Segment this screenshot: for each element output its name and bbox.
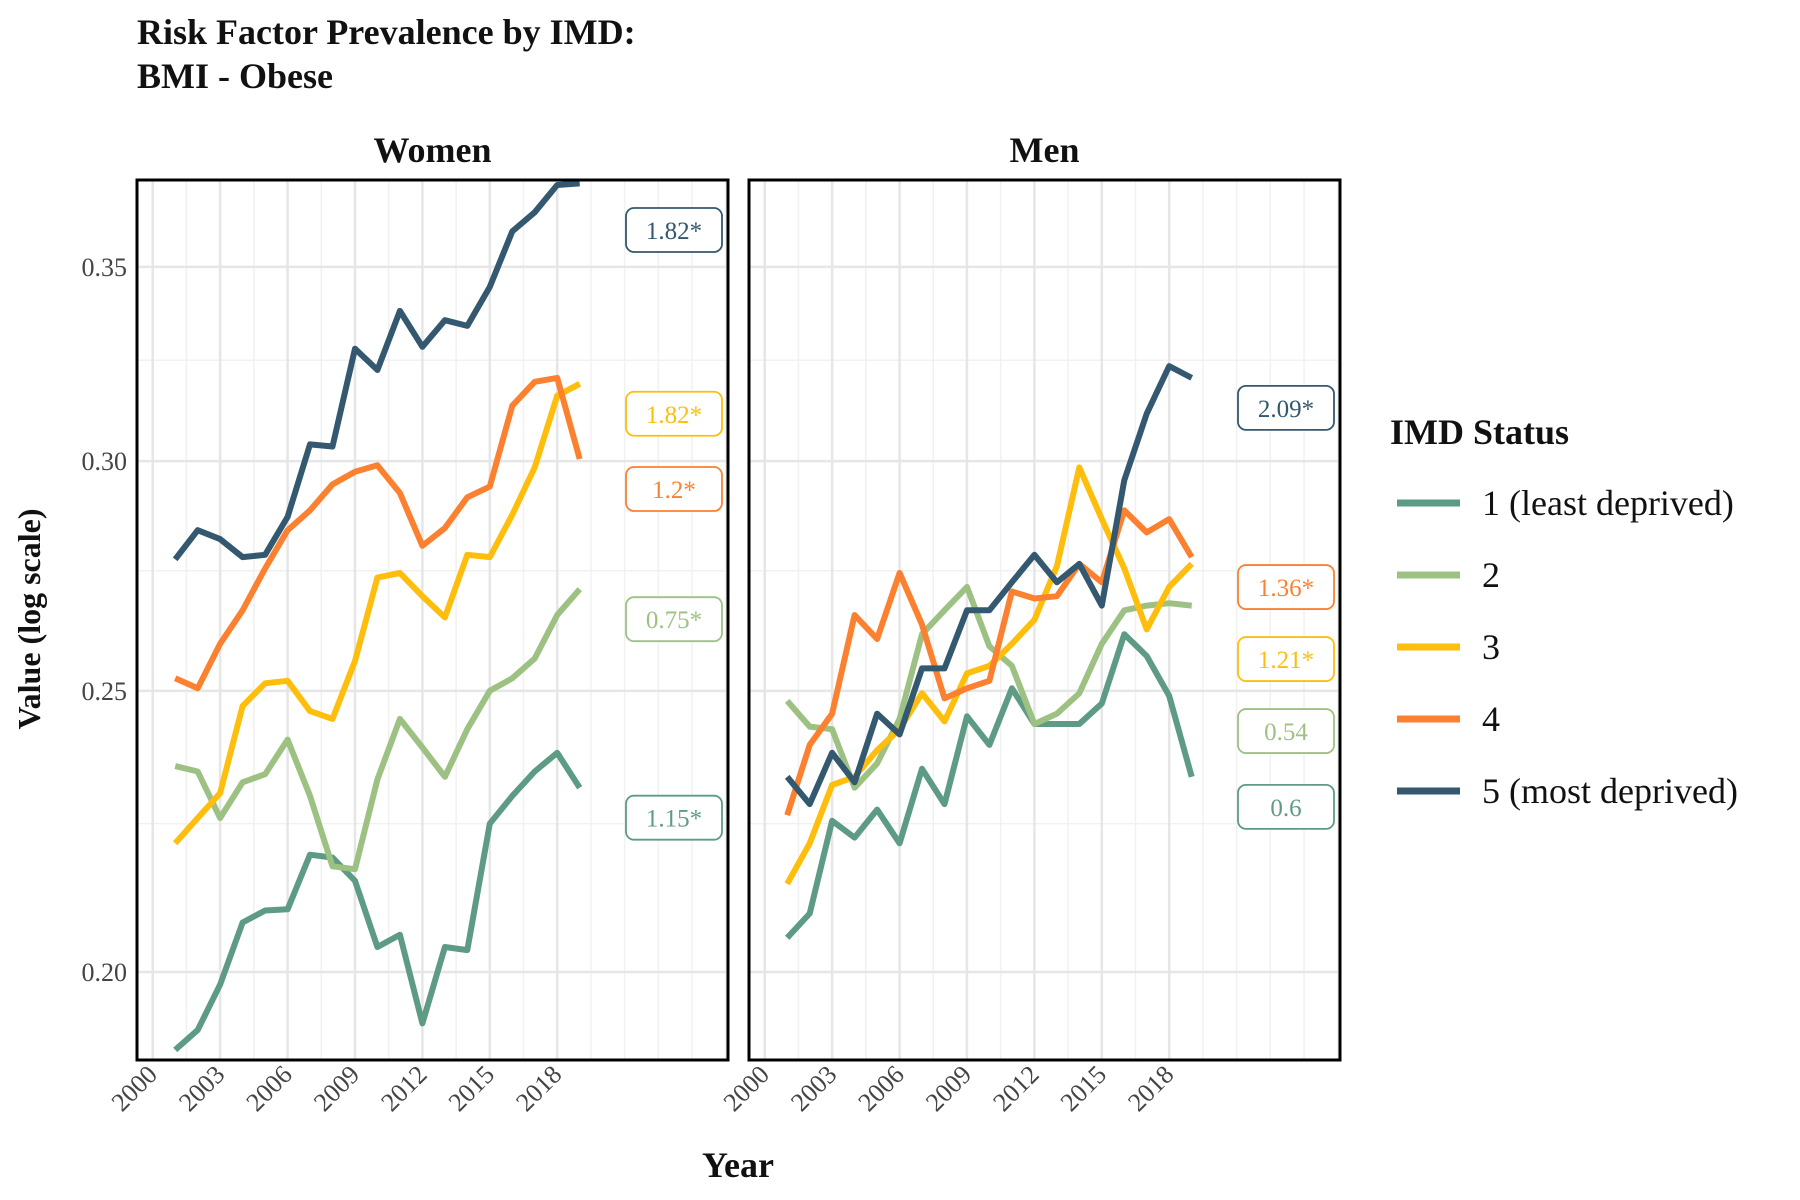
legend-label: 2 [1482,555,1500,595]
ratio-label-2: 0.75* [625,596,723,643]
series-line-5 [784,363,1194,808]
x-tick-label: 2018 [510,1060,567,1117]
ratio-label-text: 1.82* [646,402,702,429]
ratio-label-1: 1.15* [625,794,723,841]
legend-label: 5 (most deprived) [1482,771,1738,811]
y-tick-label: 0.25 [82,677,128,706]
ratio-label-text: 2.09* [1258,396,1314,423]
x-tick-label: 2015 [443,1060,500,1117]
ratio-label-4: 1.36* [1237,564,1335,610]
panel-title: Men [1010,130,1080,170]
ratio-label-text: 1.2* [652,477,696,504]
series-line-3 [172,381,582,846]
x-tick-label: 2003 [785,1060,842,1117]
x-tick-label: 2018 [1122,1060,1179,1117]
ratio-label-5: 1.82* [625,207,723,253]
series-line-2 [784,583,1193,791]
series-line-2 [174,587,582,873]
ratio-label-box [1237,708,1335,754]
legend-label: 4 [1482,699,1500,739]
ratio-label-box [625,466,723,512]
chart-title: Risk Factor Prevalence by IMD: BMI - Obe… [137,10,636,98]
ratio-label-text: 1.36* [1258,575,1314,602]
x-axis-label: Year [702,1145,774,1185]
x-tick-label: 2000 [106,1060,163,1117]
ratio-label-1: 0.6 [1237,783,1335,830]
series-line-4 [784,507,1195,817]
x-tick-label: 2012 [375,1060,432,1117]
series-line-5 [172,180,580,562]
panel-title: Women [373,130,491,170]
ratio-label-2: 0.54 [1237,708,1335,754]
ratio-label-box [625,596,723,643]
x-tick-label: 2003 [173,1060,230,1117]
ratio-label-box [625,207,723,253]
legend-item-1: 1 (least deprived) [1397,483,1734,523]
legend-item-5: 5 (most deprived) [1397,771,1738,811]
ratio-label-text: 0.54 [1264,719,1308,746]
legend-item-3: 3 [1397,627,1500,667]
panel-border [135,178,730,1062]
ratio-label-box [1237,564,1335,610]
ratio-label-box [1237,783,1335,830]
series-line-1 [173,749,583,1053]
x-tick-label: 2006 [241,1060,298,1117]
x-tick-label: 2012 [987,1060,1044,1117]
x-tick-label: 2009 [920,1060,977,1117]
ratio-label-text: 1.15* [646,806,702,833]
x-tick-label: 2009 [308,1060,365,1117]
ratio-label-box [1237,636,1335,682]
chart-title-line2: BMI - Obese [137,56,333,96]
legend: IMD Status 1 (least deprived) 2 3 4 5 (most … [1390,412,1738,811]
y-tick-label: 0.30 [82,447,128,476]
legend-item-4: 4 [1397,699,1500,739]
ratio-label-4: 1.2* [625,466,723,512]
x-tick-label: 2006 [853,1060,910,1117]
panel-men: Men 2.09* 1.36* 1.21* 0.54 0.6 2000 2003 2006 200… [718,130,1342,1117]
series-line-1 [784,631,1195,940]
y-tick-label: 0.20 [82,958,128,987]
legend-item-2: 2 [1397,555,1500,595]
ratio-label-text: 1.82* [646,218,702,245]
series-line-4 [173,374,583,692]
x-tick-label: 2000 [718,1060,775,1117]
ratio-label-5: 2.09* [1237,384,1335,431]
ratio-label-box [1237,384,1335,431]
ratio-label-text: 0.75* [646,607,702,634]
ratio-label-text: 1.21* [1258,647,1314,674]
ratio-label-3: 1.82* [625,390,723,437]
chart-title-line1: Risk Factor Prevalence by IMD: [137,12,636,52]
y-axis-label: Value (log scale) [11,508,47,729]
legend-label: 3 [1482,627,1500,667]
legend-title: IMD Status [1390,412,1569,452]
ratio-label-text: 0.6 [1270,795,1301,822]
y-tick-label: 0.35 [82,253,128,282]
ratio-label-box [625,794,723,841]
ratio-label-box [625,390,723,437]
legend-label: 1 (least deprived) [1482,483,1734,523]
x-tick-label: 2015 [1055,1060,1112,1117]
panel-border [747,178,1342,1062]
ratio-label-3: 1.21* [1237,636,1335,682]
